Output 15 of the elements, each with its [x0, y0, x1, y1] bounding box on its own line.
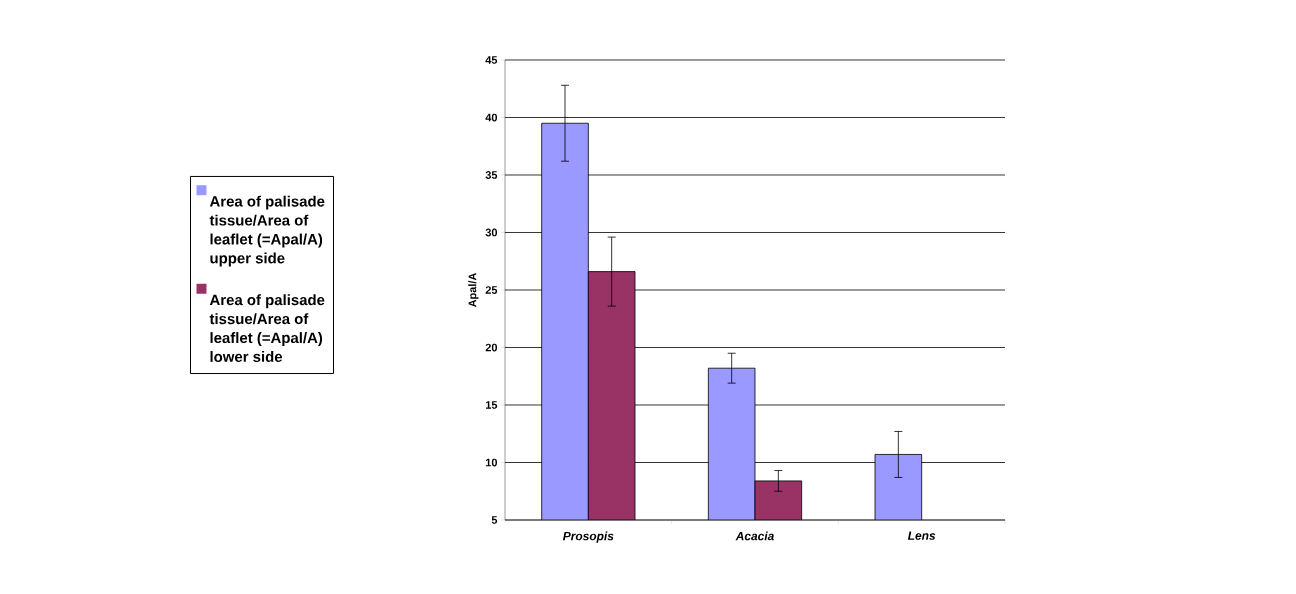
- y-tick-label: 20: [485, 343, 498, 352]
- y-axis-title: Apal/A: [468, 272, 479, 308]
- legend-label: Area of palisade tissue/Area of leaflet (=Apal/A) upper side: [209, 195, 325, 267]
- legend-label: Area of palisade tissue/Area of leaflet (=Apal/A) lower side: [209, 294, 325, 362]
- y-tick-label: 10: [485, 458, 498, 467]
- y-tick-label: 35: [485, 171, 498, 179]
- x-tick-label: Lens: [907, 531, 936, 540]
- y-tick-label: 40: [485, 113, 498, 122]
- y-tick-label: 45: [485, 56, 498, 64]
- y-tick-label: 30: [485, 228, 498, 237]
- y-tick-label: 25: [485, 286, 498, 294]
- x-tick-label: Acacia: [735, 531, 774, 541]
- x-tick-label: Prosopis: [562, 531, 614, 543]
- y-tick-label: 15: [485, 401, 498, 409]
- y-tick-label: 5: [491, 516, 498, 524]
